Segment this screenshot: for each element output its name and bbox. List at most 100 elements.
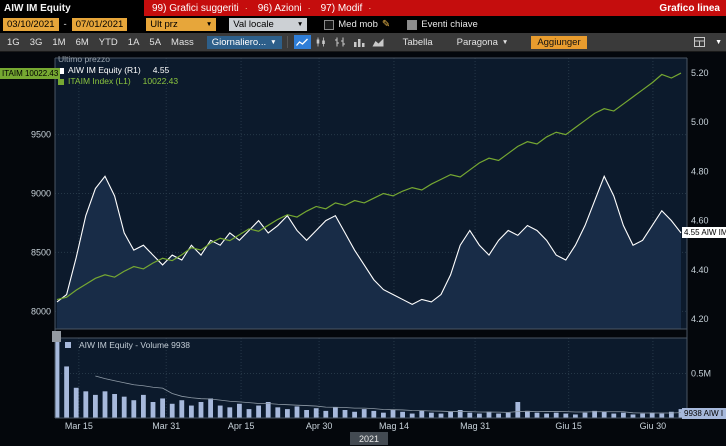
volume-bar: [505, 412, 511, 418]
price-series-label[interactable]: AIW IM Equity (R1): [68, 65, 141, 75]
menu-grafici-suggeriti[interactable]: 99) Grafici suggeriti: [152, 2, 239, 14]
currency-dropdown[interactable]: Val locale ▼: [229, 18, 308, 31]
med-mob-checkbox[interactable]: [324, 19, 335, 30]
area-chart-type-button[interactable]: [370, 35, 387, 49]
legend-title: Ultimo prezzo: [58, 54, 110, 64]
volume-bar: [342, 410, 348, 418]
volume-bar: [544, 413, 549, 418]
volume-bar: [189, 405, 194, 418]
volume-bar: [285, 409, 290, 418]
volume-bar: [390, 410, 396, 418]
period-6m-button[interactable]: 6M: [75, 36, 89, 48]
volume-bar: [198, 402, 204, 418]
volume-bar: [640, 413, 645, 418]
caret-down-icon: ▼: [296, 21, 304, 28]
menu-modif[interactable]: 97) Modif: [320, 2, 363, 14]
currency-value: Val locale: [233, 19, 274, 30]
volume-bar: [630, 414, 636, 418]
titlebar: AIW IM Equity 99) Grafici suggeriti · 96…: [0, 0, 726, 16]
volume-bar: [323, 410, 329, 418]
volume-bar: [160, 398, 165, 418]
index-series-label[interactable]: ITAIM Index (L1): [68, 76, 131, 86]
volume-bar: [582, 412, 588, 418]
aggiunger-button[interactable]: Aggiunger: [531, 35, 587, 49]
volume-last-value-badge: 9938 AIW I: [682, 408, 726, 419]
volume-bar: [381, 412, 386, 418]
volume-bar: [419, 410, 425, 418]
volume-bar: [477, 413, 482, 418]
menu-separator-icon: ·: [368, 3, 372, 13]
volume-bar: [150, 402, 156, 418]
volume-bar: [486, 411, 492, 418]
med-mob-label: Med mob: [338, 19, 378, 30]
volume-bar: [333, 407, 338, 418]
volume-bar: [208, 398, 213, 418]
volume-bar: [467, 412, 473, 418]
volume-bar: [304, 410, 309, 418]
frequency-value: Giornaliero...: [211, 36, 267, 48]
volume-bar: [275, 407, 281, 418]
paragona-dropdown[interactable]: Paragona ▼: [452, 37, 514, 48]
volume-bar: [621, 412, 626, 418]
volume-bar: [179, 400, 185, 418]
volume-bar: [611, 413, 617, 418]
menu-azioni[interactable]: 96) Azioni: [257, 2, 302, 14]
ohlc-chart-type-button[interactable]: [332, 35, 349, 49]
volume-bar: [217, 405, 223, 418]
x-axis-tick-label: Mar 31: [152, 421, 180, 431]
volume-bar: [112, 394, 117, 418]
candlestick-chart-type-button[interactable]: [313, 35, 330, 49]
bar-chart-icon: [354, 39, 365, 47]
period-3g-button[interactable]: 3G: [29, 36, 43, 48]
volume-bar: [669, 411, 674, 418]
price-field-dropdown[interactable]: Ult prz ▼: [146, 18, 217, 31]
tabella-button[interactable]: Tabella: [402, 36, 433, 48]
volume-bar: [438, 413, 444, 418]
volume-legend[interactable]: AIW IM Equity - Volume 9938: [65, 340, 190, 350]
period-mass-button[interactable]: Mass: [171, 36, 194, 48]
line-chart-type-button[interactable]: [293, 35, 311, 49]
pencil-icon[interactable]: ✎: [381, 19, 391, 30]
period-1m-button[interactable]: 1M: [52, 36, 66, 48]
right-axis-tick-label: 4.80: [691, 166, 709, 176]
panel-drag-handle[interactable]: [52, 331, 61, 342]
volume-bar: [659, 413, 665, 418]
caret-down-icon: ▼: [270, 38, 277, 46]
toolbar-separator: [286, 36, 288, 48]
date-from-input[interactable]: 03/10/2021: [3, 18, 59, 31]
volume-bar: [448, 411, 453, 418]
period-1a-button[interactable]: 1A: [127, 36, 140, 48]
volume-bar: [54, 339, 60, 418]
volume-bar: [93, 394, 98, 418]
price-volume-chart-canvas[interactable]: 8000 8500 9000 9500 4.20 4.40 4.60 4.80 5.00 5.20…: [0, 52, 726, 446]
x-axis-tick-label: Apr 30: [306, 421, 333, 431]
chart-options-button[interactable]: [691, 35, 708, 49]
med-mob-toggle[interactable]: Med mob ✎: [324, 19, 390, 30]
toolbar-caret-down-icon[interactable]: ▼: [715, 38, 722, 46]
eventi-chiave-toggle[interactable]: Eventi chiave: [407, 19, 478, 30]
period-1g-button[interactable]: 1G: [7, 36, 20, 48]
eventi-chiave-checkbox[interactable]: [407, 19, 418, 30]
volume-bar: [352, 411, 357, 418]
x-axis-tick-label: Apr 15: [228, 421, 255, 431]
period-ytd-button[interactable]: YTD: [98, 36, 118, 48]
volume-plot-area[interactable]: [55, 338, 687, 418]
volume-bar: [227, 407, 233, 418]
screen-title: Grafico linea: [659, 2, 720, 14]
x-axis-tick-label: Mag 14: [379, 421, 409, 431]
chart-panel: 8000 8500 9000 9500 4.20 4.40 4.60 4.80 5.00 5.20…: [0, 52, 726, 446]
frequency-dropdown[interactable]: Giornaliero... ▼: [206, 35, 282, 49]
period-5a-button[interactable]: 5A: [149, 36, 162, 48]
right-axis-tick-label: 4.40: [691, 265, 709, 275]
price-field-value: Ult prz: [150, 19, 178, 30]
volume-bar: [256, 405, 261, 418]
volume-bar: [294, 406, 300, 418]
volume-bar: [371, 410, 377, 418]
date-to-input[interactable]: 07/01/2021: [71, 18, 128, 31]
index-series-value: 10022.43: [142, 76, 179, 86]
volume-ma-line: [95, 375, 682, 414]
chart-toolbar: 1G 3G 1M 6M YTD 1A 5A Mass Giornaliero..…: [0, 33, 726, 52]
price-last-value-badge: 4.55 AIW IM E: [682, 227, 726, 238]
volume-bar: [678, 409, 684, 418]
bar-chart-type-button[interactable]: [351, 35, 368, 49]
